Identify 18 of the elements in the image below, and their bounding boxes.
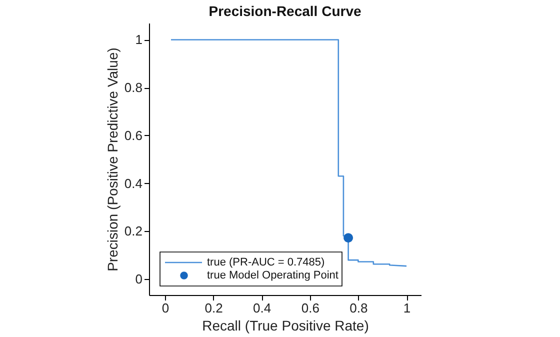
legend-label: true Model Operating Point <box>207 270 338 282</box>
y-tick-label: 0.4 <box>124 176 142 191</box>
y-tick-label: 0 <box>135 271 142 286</box>
y-tick-label: 1 <box>135 32 142 48</box>
x-tick-label: 1 <box>403 300 411 316</box>
line-series <box>170 39 408 267</box>
x-tick-label: 0.2 <box>204 300 223 316</box>
x-tick-label: 0.4 <box>253 300 272 316</box>
x-tick-label: 0 <box>162 300 170 316</box>
y-tick-label: 0.6 <box>124 128 142 143</box>
x-axis-title: Recall (True Positive Rate) <box>202 318 369 334</box>
x-tick-label: 0.6 <box>301 300 320 316</box>
y-tick-label: 0.8 <box>124 80 142 96</box>
chart-title: Precision-Recall Curve <box>208 3 362 19</box>
x-tick-label: 0.8 <box>350 300 368 316</box>
y-axis-title: Precision (Positive Predictive Value) <box>104 48 120 272</box>
y-tick-label: 0.2 <box>124 224 142 239</box>
legend-label: true (PR-AUC = 0.7485) <box>207 256 325 268</box>
